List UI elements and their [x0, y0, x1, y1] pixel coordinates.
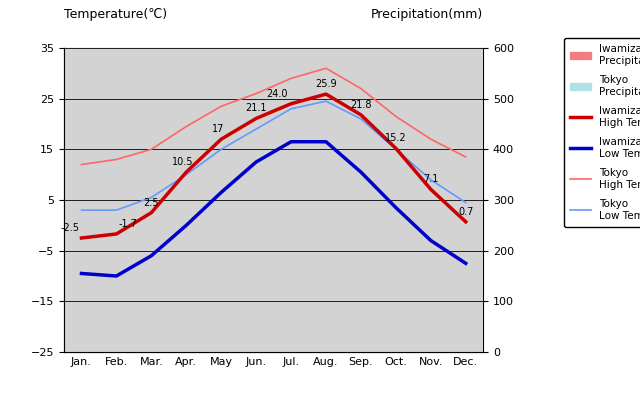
- Bar: [209, 319, 221, 352]
- Bar: [291, 281, 303, 352]
- Text: 25.9: 25.9: [315, 79, 337, 89]
- Text: 17: 17: [211, 124, 224, 134]
- Text: 21.1: 21.1: [245, 103, 267, 113]
- Text: 21.8: 21.8: [350, 100, 372, 110]
- Bar: [69, 324, 81, 352]
- Bar: [361, 243, 373, 352]
- Text: -2.5: -2.5: [61, 223, 80, 233]
- Bar: [454, 319, 466, 352]
- Legend: Iwamizawa
Precipitation, Tokyo
Precipitation, Iwamizawa
High Temp., Iwamizawa
Lo: Iwamizawa Precipitation, Tokyo Precipita…: [564, 38, 640, 227]
- Bar: [151, 294, 164, 352]
- Bar: [326, 281, 338, 352]
- Bar: [349, 314, 361, 352]
- Bar: [81, 319, 93, 352]
- Text: 10.5: 10.5: [172, 157, 193, 167]
- Text: Precipitation(mm): Precipitation(mm): [371, 8, 483, 22]
- Text: 0.7: 0.7: [458, 207, 474, 217]
- Bar: [431, 304, 443, 352]
- Bar: [279, 312, 291, 352]
- Bar: [186, 289, 198, 352]
- Bar: [244, 322, 256, 352]
- Text: Temperature(℃): Temperature(℃): [64, 8, 167, 22]
- Bar: [383, 322, 396, 352]
- Bar: [419, 319, 431, 352]
- Text: 2.5: 2.5: [143, 198, 159, 208]
- Bar: [174, 324, 186, 352]
- Bar: [139, 327, 151, 352]
- Bar: [396, 268, 408, 352]
- Bar: [104, 329, 116, 352]
- Bar: [116, 322, 129, 352]
- Bar: [314, 312, 326, 352]
- Bar: [466, 332, 478, 352]
- Text: 24.0: 24.0: [266, 89, 287, 99]
- Bar: [256, 274, 268, 352]
- Text: 15.2: 15.2: [385, 133, 406, 143]
- Text: -1.7: -1.7: [118, 219, 137, 229]
- Text: 7.1: 7.1: [423, 174, 438, 184]
- Bar: [221, 284, 234, 352]
